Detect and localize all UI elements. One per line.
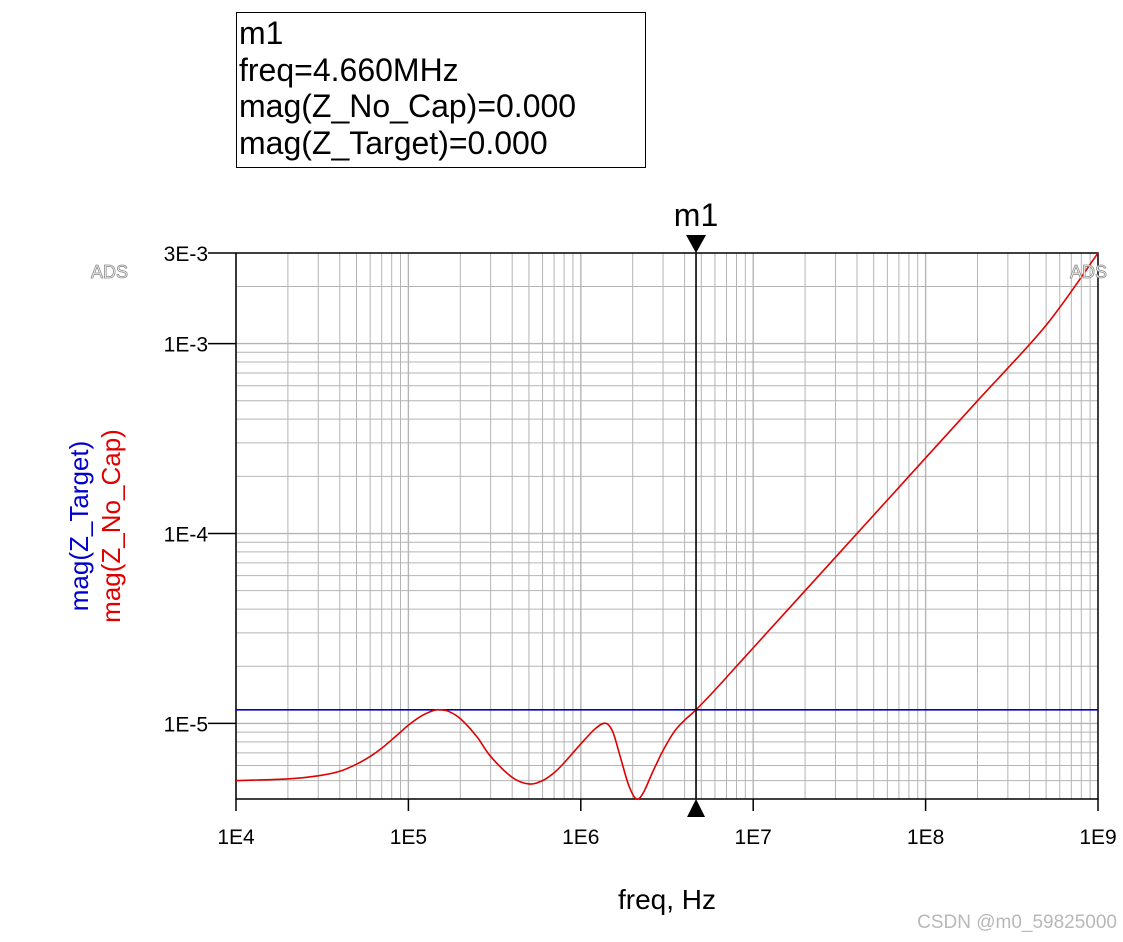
x-tick-label: 1E7 [735, 826, 772, 849]
plot-grid [235, 252, 1098, 800]
ads-watermark-right: ADS [1070, 262, 1107, 282]
marker-label: m1 [674, 197, 718, 233]
marker-readout-box: m1 freq=4.660MHz mag(Z_No_Cap)=0.000 mag… [236, 12, 646, 168]
csdn-credit: CSDN @m0_59825000 [917, 912, 1117, 933]
y-tick-label: 3E-3 [164, 243, 208, 266]
marker-top-triangle-icon[interactable] [686, 235, 707, 253]
marker-m1: m1 [674, 197, 718, 817]
marker-target-value: mag(Z_Target)=0.000 [239, 124, 548, 161]
marker-bottom-triangle-icon[interactable] [687, 799, 706, 817]
x-tick-label: 1E5 [390, 826, 427, 849]
marker-name: m1 [239, 15, 284, 51]
axis-ticks: 1E4 1E5 1E6 1E7 1E8 1E9 1E-5 1E-4 1E-3 3E-3 [164, 243, 1117, 849]
x-tick-label: 1E4 [217, 826, 255, 849]
series-line-mag-z-no-cap- [235, 252, 1099, 801]
marker-no-cap-value: mag(Z_No_Cap)=0.000 [239, 88, 577, 124]
x-tick-label: 1E8 [907, 826, 944, 849]
y-tick-label: 1E-5 [164, 713, 208, 736]
marker-freq: freq=4.660MHz [239, 51, 459, 88]
x-tick-label: 1E9 [1079, 826, 1116, 849]
ads-watermark-left: ADS [91, 262, 128, 282]
x-axis-label: freq, Hz [618, 884, 716, 915]
y-axis-label-target: mag(Z_Target) [64, 441, 94, 612]
y-axis-label-no-cap: mag(Z_No_Cap) [96, 429, 126, 623]
y-tick-label: 1E-4 [164, 524, 209, 547]
plot-frame [235, 252, 1099, 800]
x-tick-label: 1E6 [562, 826, 599, 849]
plot-series [235, 252, 1099, 801]
y-tick-label: 1E-3 [164, 334, 208, 357]
